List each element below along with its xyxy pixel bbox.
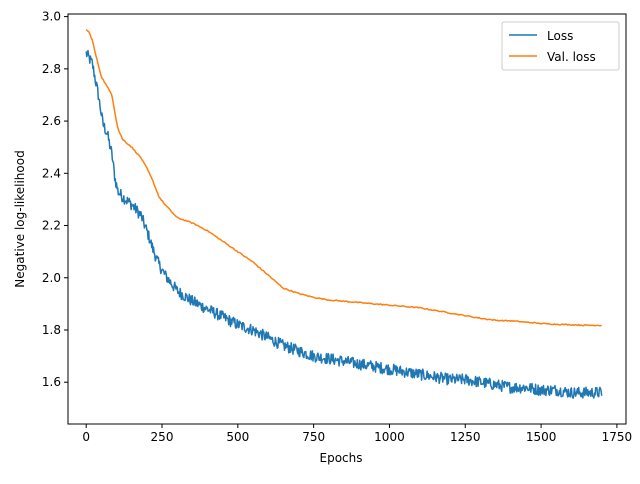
axes-layer: 0 250 500 750 1000 1250 1500 1750 1.6 1.8 2.0 2.2 2.… <box>42 10 632 444</box>
y-tick-label: 1.8 <box>42 323 61 337</box>
x-tick-label: 1500 <box>526 430 557 444</box>
plot-area <box>68 14 626 424</box>
series-layer <box>85 28 603 399</box>
plot-frame <box>67 13 627 425</box>
legend-label-loss: Loss <box>547 29 573 43</box>
y-tick-label: 2.0 <box>42 271 61 285</box>
x-tick-label: 1750 <box>602 430 633 444</box>
legend-label-val-loss: Val. loss <box>547 50 596 64</box>
y-tick-label: 2.4 <box>42 166 61 180</box>
y-tick-label: 2.2 <box>42 219 61 233</box>
legend-box <box>501 21 620 71</box>
x-tick-label: 1000 <box>374 430 405 444</box>
x-tick-label: 1250 <box>450 430 481 444</box>
legend: Loss Val. loss <box>501 21 620 71</box>
y-tick-label: 2.8 <box>42 62 61 76</box>
y-axis-label: Negative log-likelihood <box>13 150 27 287</box>
x-tick-label: 0 <box>82 430 90 444</box>
series-line-loss <box>85 49 603 399</box>
x-tick-label: 750 <box>302 430 325 444</box>
y-tick-label: 1.6 <box>42 375 61 389</box>
x-axis-label: Epochs <box>320 451 363 465</box>
series-line-val-loss <box>85 28 602 327</box>
x-tick-label: 250 <box>151 430 174 444</box>
x-tick-label: 500 <box>226 430 249 444</box>
y-tick-label: 2.6 <box>42 114 61 128</box>
y-tick-label: 3.0 <box>42 10 61 24</box>
